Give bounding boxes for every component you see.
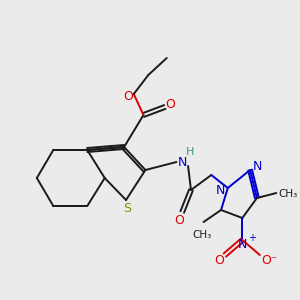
Text: O: O bbox=[123, 89, 133, 103]
Text: N: N bbox=[215, 184, 225, 197]
Text: O⁻: O⁻ bbox=[262, 254, 278, 266]
Text: O: O bbox=[214, 254, 224, 266]
Text: O: O bbox=[166, 98, 176, 112]
Text: O: O bbox=[174, 214, 184, 226]
Text: +: + bbox=[248, 233, 256, 243]
Text: H: H bbox=[186, 147, 194, 157]
Text: N: N bbox=[253, 160, 262, 173]
Text: N: N bbox=[238, 238, 247, 250]
Text: CH₃: CH₃ bbox=[192, 230, 211, 240]
Text: N: N bbox=[178, 155, 187, 169]
Text: CH₃: CH₃ bbox=[278, 189, 298, 199]
Text: S: S bbox=[123, 202, 131, 215]
